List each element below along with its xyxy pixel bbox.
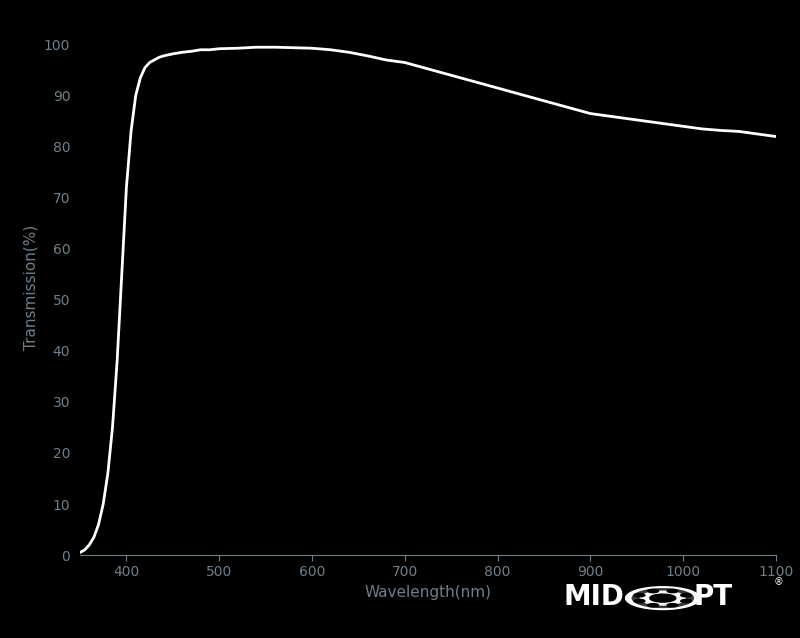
Circle shape [634, 600, 645, 603]
Circle shape [667, 604, 678, 607]
Circle shape [681, 600, 691, 603]
Y-axis label: Transmission(%): Transmission(%) [23, 225, 38, 350]
Circle shape [681, 593, 691, 597]
Circle shape [648, 590, 658, 593]
Circle shape [634, 593, 645, 597]
Circle shape [650, 594, 676, 602]
X-axis label: Wavelength(nm): Wavelength(nm) [365, 585, 491, 600]
Circle shape [648, 604, 658, 607]
Circle shape [632, 589, 694, 607]
Circle shape [667, 590, 678, 593]
Text: PT: PT [694, 582, 733, 611]
Circle shape [626, 587, 700, 609]
Text: ®: ® [773, 577, 783, 587]
Text: MID: MID [563, 582, 624, 611]
Circle shape [641, 591, 685, 605]
